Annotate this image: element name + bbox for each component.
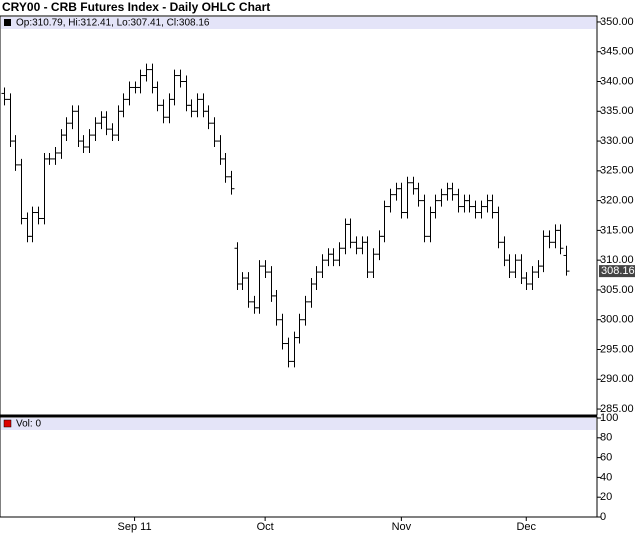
volume-tick-label: 0: [600, 511, 606, 523]
last-price-box: [599, 265, 635, 278]
y-tick-label: 310.00: [600, 254, 634, 266]
y-tick-label: 335.00: [600, 105, 634, 117]
x-tick-label: Dec: [516, 521, 536, 533]
legend-strip: [1, 17, 596, 29]
x-tick-label: Sep 11: [118, 521, 152, 533]
volume-strip: [1, 418, 596, 430]
volume-tick-label: 80: [600, 432, 612, 444]
volume-tick-label: 100: [600, 412, 618, 424]
y-tick-label: 305.00: [600, 284, 634, 296]
volume-icon: [3, 419, 12, 428]
y-tick-label: 285.00: [600, 403, 634, 415]
x-tick-label: Nov: [392, 521, 412, 533]
chart-title: CRY00 - CRB Futures Index - Daily OHLC C…: [2, 0, 270, 14]
volume-tick-label: 20: [600, 491, 612, 503]
y-tick-label: 295.00: [600, 343, 634, 355]
y-tick-label: 290.00: [600, 373, 634, 385]
y-tick-label: 350.00: [600, 16, 634, 28]
price-panel: [0, 15, 598, 416]
y-tick-label: 320.00: [600, 195, 634, 207]
x-tick-label: Oct: [257, 521, 274, 533]
y-tick-label: 300.00: [600, 314, 634, 326]
volume-tick-label: 60: [600, 452, 612, 464]
y-tick-label: 325.00: [600, 165, 634, 177]
volume-legend: Vol: 0: [16, 419, 41, 430]
y-tick-label: 345.00: [600, 46, 634, 58]
volume-tick-label: 40: [600, 471, 612, 483]
last-price-label: 308.16: [601, 265, 635, 277]
y-tick-label: 340.00: [600, 75, 634, 87]
y-tick-label: 315.00: [600, 224, 634, 236]
volume-panel: [0, 416, 598, 518]
ohlc-legend: Op:310.79, Hi:312.41, Lo:307.41, Cl:308.…: [16, 18, 210, 29]
y-tick-label: 330.00: [600, 135, 634, 147]
legend-icon: [4, 19, 11, 26]
